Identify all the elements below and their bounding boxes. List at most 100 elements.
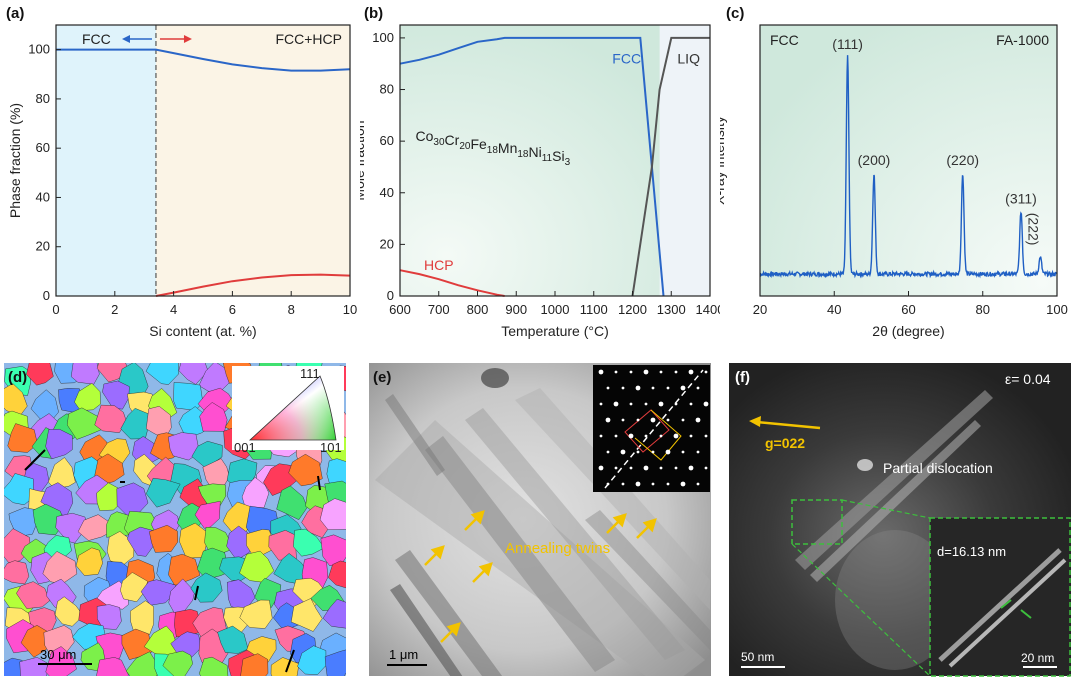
diffraction-spot [614,466,618,470]
chart-a-ytick-label: 80 [36,91,50,106]
chart-b-xtick-label: 800 [467,302,489,317]
diffraction-spot [606,482,610,486]
grain [4,560,30,585]
chart-a-xtick-label: 6 [229,302,236,317]
fcc-mole-line [399,36,665,297]
peak-label: (311) [1005,190,1037,206]
diffraction-spot [599,402,603,406]
chart-b-ytick-label: 80 [380,82,394,97]
region-label-fcc-hcp: FCC+HCP [275,31,342,47]
ipf-legend: 111 001 101 [232,366,344,455]
grain [19,657,48,676]
liq-region [659,25,710,296]
grain [77,514,111,541]
diffraction-spot [614,434,618,438]
grain [94,404,127,433]
grain [45,646,77,676]
strain-label: ε= 0.04 [1005,371,1051,387]
grain [270,657,300,676]
chart-a-ytick-label: 40 [36,189,50,204]
tem-image-e: Annealing twins (e) 1 μm [369,363,711,676]
ipf-label-001: 001 [234,440,256,455]
chart-c-xtick-label: 60 [901,302,915,317]
diffraction-spot [636,418,640,422]
grain [324,649,346,676]
diffraction-spot [688,369,694,375]
chart-b-xtick-label: 1200 [618,302,647,317]
diffraction-spot [703,401,709,407]
panel-f-label: (f) [735,369,750,386]
diffraction-spot [605,417,611,423]
g-vector-label: g=022 [765,435,805,451]
panel-a-label: (a) [6,5,24,22]
grain [293,528,325,557]
chart-a-xtick-label: 8 [288,302,295,317]
diffraction-spot [621,418,625,422]
diffraction-spot [635,385,641,391]
grain [16,581,50,609]
diffraction-spot [666,386,670,390]
panel-d-label: (d) [8,369,27,386]
diffraction-spot [651,386,655,390]
grain [162,650,193,676]
diffraction-spot [636,450,640,454]
grain [54,596,84,627]
chart-b-ytick-label: 0 [387,288,394,303]
grain [149,524,179,553]
grain [48,457,76,490]
grain [290,598,323,632]
diffraction-spot [628,433,634,439]
diffraction-spot [629,466,633,470]
diffraction-inset [593,365,710,492]
chart-b-xtick-label: 1000 [541,302,570,317]
diffraction-spot [680,385,686,391]
grain [322,598,346,629]
diffraction-spot [620,449,626,455]
diffraction-spot [651,482,655,486]
diffraction-spot [629,370,633,374]
diffraction-spot [665,449,671,455]
grain [55,512,88,544]
chart-b-xtick-label: 1300 [657,302,686,317]
partial-dislocation-label: Partial dislocation [883,460,993,476]
grain [288,453,323,487]
panel-b-label: (b) [364,5,383,22]
grain [102,380,130,410]
grain [125,651,159,676]
chart-b-ytick-label: 60 [380,133,394,148]
diffraction-spot [599,434,603,438]
peak-label: (220) [946,152,979,168]
diffraction-spot [658,401,664,407]
twin-bands [375,368,710,676]
chart-b-xtick-label: 1100 [580,302,608,317]
fcc-arrowhead [122,35,130,43]
grain [75,547,103,576]
diffraction-spot [614,370,618,374]
grain [145,477,181,508]
diffraction-spot [621,386,625,390]
chart-b-xlabel: Temperature (°C) [501,323,609,339]
ebsd-map: 111 001 101 (d) 30 μm [4,363,346,676]
chart-b-xtick-label: 600 [389,302,411,317]
diffraction-spot [704,434,708,438]
grain [276,485,308,520]
grain [167,432,200,461]
chart-b-xtick-label: 900 [505,302,527,317]
liq-mole-line [631,36,710,297]
diffraction-spot [695,417,701,423]
chart-b-ytick-label: 20 [380,236,394,251]
diffraction-spot [696,386,700,390]
panel-e-label: (e) [373,369,391,386]
grain [190,572,223,603]
grain [239,550,275,583]
hr-inset: d=16.13 nm 20 nm [929,517,1071,677]
phase-label: FCC [770,32,799,48]
diffraction-spot [681,450,685,454]
diffraction-spot [666,418,670,422]
grain [66,407,102,440]
grain [194,500,221,529]
chart-a-ytick-label: 20 [36,239,50,254]
series-label-hcp: HCP [424,257,454,273]
grain [196,547,230,580]
